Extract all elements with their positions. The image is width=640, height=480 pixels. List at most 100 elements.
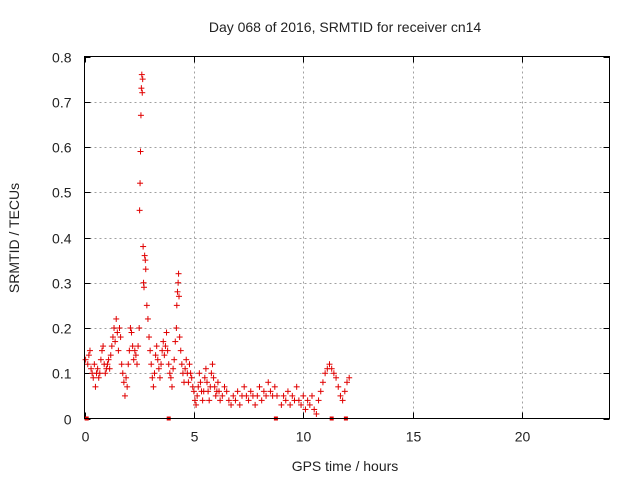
data-point [188, 374, 195, 381]
data-point [319, 379, 326, 386]
data-point [170, 365, 177, 372]
x-tick-label: 5 [191, 429, 199, 445]
data-point [102, 370, 109, 377]
data-point [164, 347, 171, 354]
data-point [182, 365, 189, 372]
data-point [116, 325, 123, 331]
data-point [194, 392, 201, 399]
data-point [123, 374, 130, 381]
data-point [135, 343, 142, 350]
data-point [85, 352, 92, 359]
data-point [175, 270, 182, 277]
data-point [328, 365, 335, 372]
data-point [137, 148, 144, 155]
data-point [149, 374, 156, 381]
data-point [147, 347, 154, 354]
data-point [201, 374, 208, 381]
data-point [245, 397, 252, 404]
data-point [128, 329, 135, 336]
data-point [177, 347, 184, 354]
data-point [150, 383, 157, 390]
data-point [86, 347, 93, 354]
axis-ticks [84, 56, 610, 420]
data-point [223, 388, 230, 395]
data-point [100, 343, 107, 350]
data-point [90, 374, 97, 381]
data-point [91, 361, 98, 368]
data-point [120, 379, 127, 386]
data-point [134, 361, 140, 368]
data-point [178, 361, 185, 368]
data-point [158, 361, 165, 368]
data-point [326, 361, 333, 368]
data-point [254, 392, 261, 399]
data-point [108, 343, 115, 350]
data-point [247, 388, 254, 395]
data-point [161, 352, 168, 359]
data-point [142, 266, 149, 273]
data-point [234, 388, 241, 395]
data-point [190, 388, 197, 395]
data-point [258, 397, 265, 404]
data-point [228, 401, 235, 408]
data-point [162, 343, 169, 350]
data-point [295, 397, 302, 404]
data-point [187, 370, 194, 377]
data-point [173, 302, 180, 309]
data-point [313, 410, 320, 417]
data-point [136, 207, 143, 214]
data-point [113, 315, 120, 322]
data-point [330, 370, 337, 377]
data-point [84, 361, 91, 368]
data-point [129, 343, 136, 350]
data-point [167, 374, 174, 381]
y-tick-label: 0.1 [52, 366, 72, 382]
x-tick-labels: 0 5 10 15 20 [82, 429, 531, 445]
data-point [263, 392, 270, 399]
data-point [191, 397, 198, 404]
data-point [284, 388, 291, 395]
data-point [165, 361, 172, 368]
data-point [193, 401, 200, 408]
data-point [317, 388, 324, 395]
data-point [151, 370, 158, 377]
data-point [204, 379, 210, 386]
data-point [260, 388, 267, 395]
y-tick-label: 0.4 [52, 231, 72, 247]
data-point [126, 347, 133, 354]
data-point [114, 329, 121, 336]
data-point [208, 370, 215, 377]
data-point [127, 325, 134, 331]
data-point [176, 293, 182, 300]
data-point [94, 365, 101, 372]
data-point [333, 374, 340, 381]
data-point [252, 401, 259, 408]
data-point [278, 401, 285, 408]
data-point [92, 383, 99, 390]
data-point [309, 392, 315, 399]
data-point [138, 71, 145, 78]
data-point [146, 334, 153, 341]
data-point [346, 374, 353, 381]
y-axis-label: SRMTID / TECUs [6, 183, 22, 293]
y-tick-label: 0.3 [52, 276, 72, 292]
data-point [267, 388, 274, 395]
data-point [214, 379, 221, 386]
data-point [212, 392, 219, 399]
data-point [115, 347, 122, 354]
data-point [219, 392, 226, 399]
y-tick-labels: 0 0.1 0.2 0.3 0.4 0.5 0.6 0.7 0.8 [52, 50, 72, 428]
data-point [195, 383, 202, 390]
data-point [311, 406, 318, 413]
data-point [217, 397, 224, 404]
data-point [302, 406, 309, 413]
data-point [322, 370, 329, 377]
y-tick-label: 0.2 [52, 321, 72, 337]
data-point [300, 392, 307, 399]
data-point [159, 347, 166, 354]
data-point [185, 379, 192, 386]
data-point [280, 392, 287, 399]
data-point [152, 352, 159, 359]
data-point [121, 392, 128, 399]
